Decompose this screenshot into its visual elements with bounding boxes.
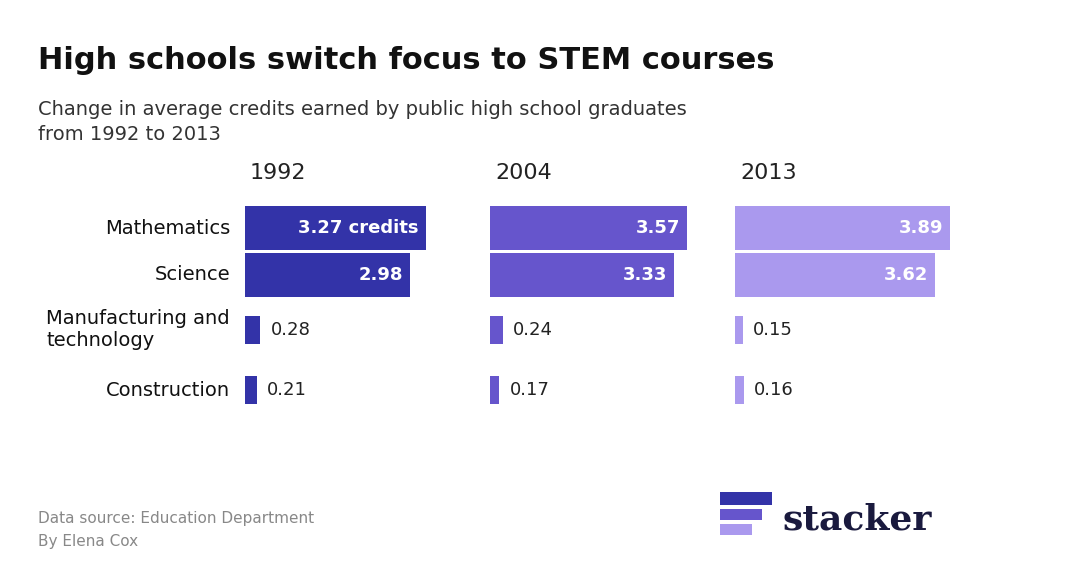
- Bar: [735, 206, 950, 250]
- Bar: [245, 206, 426, 250]
- Bar: [720, 492, 772, 505]
- Text: 3.33: 3.33: [623, 266, 667, 284]
- Text: 3.89: 3.89: [899, 219, 943, 237]
- Text: 0.16: 0.16: [754, 381, 794, 399]
- Bar: [490, 253, 674, 297]
- Bar: [245, 253, 409, 297]
- Text: stacker: stacker: [782, 502, 931, 536]
- Bar: [720, 509, 762, 520]
- Text: Manufacturing and
technology: Manufacturing and technology: [46, 309, 230, 351]
- Text: 2.98: 2.98: [359, 266, 403, 284]
- Text: 1992: 1992: [249, 163, 307, 183]
- Text: High schools switch focus to STEM courses: High schools switch focus to STEM course…: [38, 46, 774, 75]
- Text: Mathematics: Mathematics: [105, 218, 230, 237]
- Text: 0.15: 0.15: [753, 321, 793, 339]
- Text: 3.62: 3.62: [883, 266, 928, 284]
- Bar: [490, 376, 499, 404]
- Bar: [735, 253, 935, 297]
- Text: Change in average credits earned by public high school graduates
from 1992 to 20: Change in average credits earned by publ…: [38, 100, 687, 144]
- Bar: [245, 316, 260, 344]
- Bar: [490, 316, 503, 344]
- Bar: [490, 206, 687, 250]
- Text: 0.17: 0.17: [510, 381, 550, 399]
- Bar: [735, 376, 744, 404]
- Bar: [245, 376, 257, 404]
- Text: 0.21: 0.21: [267, 381, 307, 399]
- Text: Data source: Education Department
By Elena Cox: Data source: Education Department By Ele…: [38, 511, 314, 548]
- Text: 2013: 2013: [740, 163, 797, 183]
- Text: Construction: Construction: [106, 381, 230, 400]
- Text: 3.27 credits: 3.27 credits: [298, 219, 419, 237]
- Text: Science: Science: [154, 266, 230, 285]
- Bar: [720, 524, 752, 535]
- Text: 2004: 2004: [495, 163, 552, 183]
- Text: 0.28: 0.28: [270, 321, 310, 339]
- Text: 3.57: 3.57: [636, 219, 680, 237]
- Text: 0.24: 0.24: [513, 321, 553, 339]
- Bar: [735, 316, 743, 344]
